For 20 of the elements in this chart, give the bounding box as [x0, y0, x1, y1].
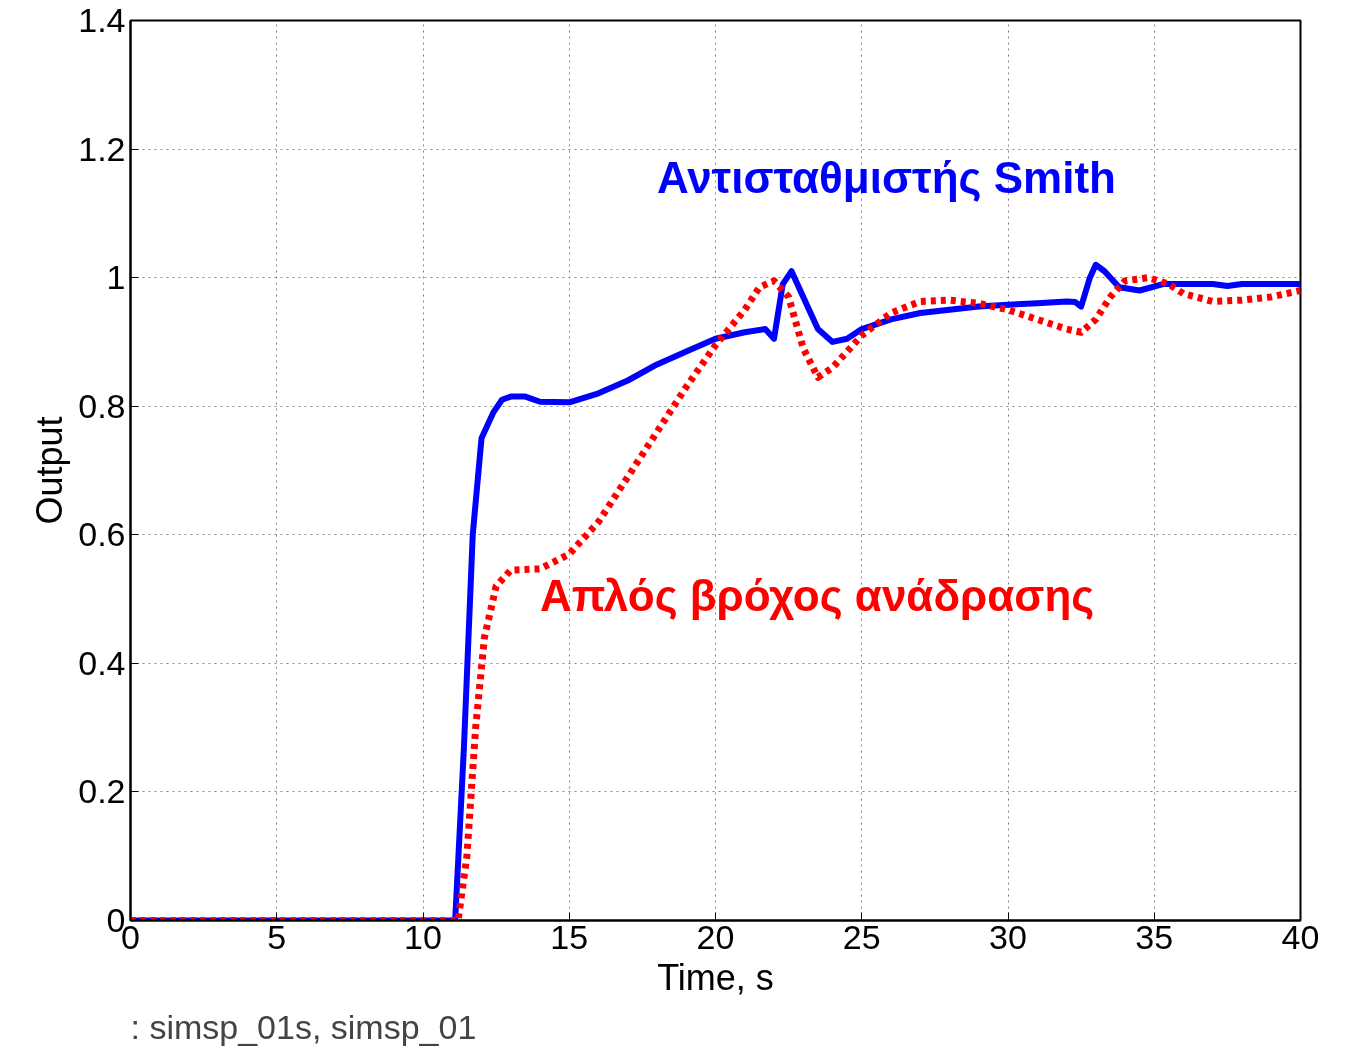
y-tick-label: 1: [106, 258, 126, 297]
x-tick-label: 15: [550, 917, 589, 956]
x-axis-title: Time, s: [657, 956, 774, 998]
y-tick-label: 0.6: [78, 515, 126, 554]
y-tick-label: 0.4: [78, 643, 126, 682]
x-tick-label: 25: [842, 917, 881, 956]
y-tick-label: 0.2: [78, 772, 126, 811]
x-tick-label: 5: [267, 917, 287, 956]
y-tick-label: 1.2: [78, 129, 126, 168]
x-tick-label: 30: [989, 917, 1027, 956]
series-label: Αντισταθμιστής Smith: [657, 152, 1116, 202]
series-label: Απλός βρόχος ανάδρασης: [540, 571, 1095, 621]
x-tick-label: 40: [1281, 917, 1320, 956]
x-tick-label: 20: [696, 917, 735, 956]
x-tick-label: 35: [1135, 917, 1174, 956]
text: : simsp_01s, simsp_01: [130, 1007, 477, 1046]
x-tick-label: 10: [404, 917, 442, 956]
y-tick-label: 1.4: [78, 1, 126, 39]
y-tick-label: 0.8: [78, 386, 126, 425]
y-axis-title: Output: [29, 416, 71, 525]
